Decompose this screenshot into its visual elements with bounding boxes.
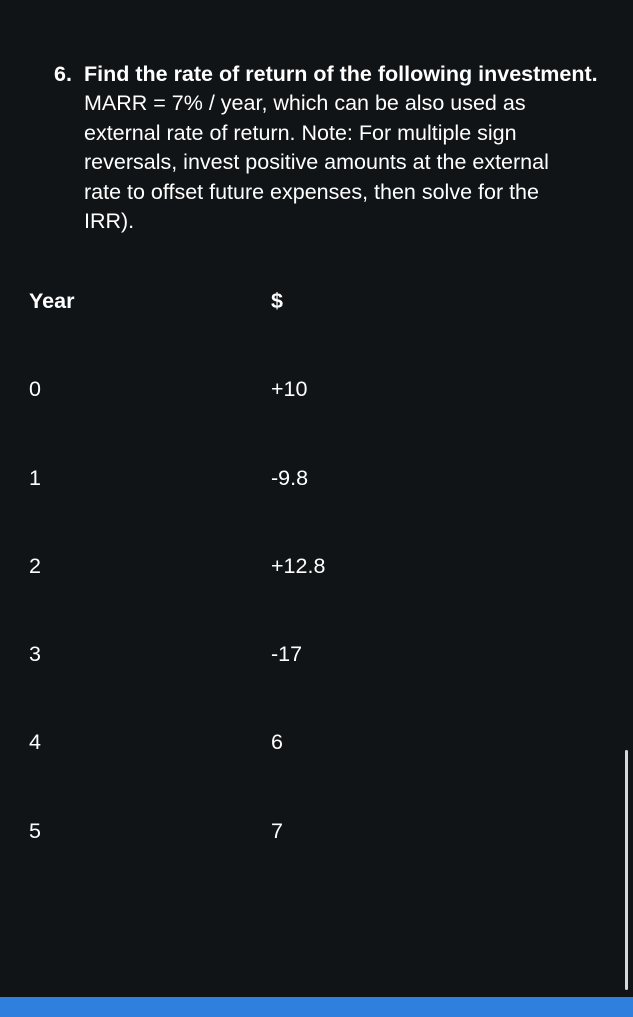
amount-cell: 7 (271, 818, 283, 843)
table-row: 0 +10 (29, 377, 609, 465)
question-line: reversals, invest positive amounts at th… (84, 150, 549, 175)
header-year: Year (29, 289, 75, 313)
question-line: MARR = 7% / year, which can be also used… (84, 91, 526, 116)
header-amount: $ (271, 289, 283, 313)
question-line: external rate of return. Note: For multi… (84, 120, 517, 145)
scrollbar[interactable] (625, 750, 628, 990)
amount-cell: +12.8 (271, 553, 326, 578)
question-number: 6. (54, 62, 72, 86)
question: 6. Find the rate of return of the follow… (54, 60, 614, 236)
year-cell: 4 (29, 730, 41, 755)
year-cell: 5 (29, 818, 41, 843)
amount-cell: 6 (271, 730, 283, 755)
year-cell: 3 (29, 642, 41, 667)
year-cell: 0 (29, 377, 41, 402)
question-line: IRR). (84, 209, 135, 234)
table-row: 3 -17 (29, 642, 609, 730)
bottom-bar (0, 997, 633, 1017)
amount-cell: -17 (271, 642, 303, 667)
amount-cell: +10 (271, 377, 308, 402)
table-row: 1 -9.8 (29, 466, 609, 554)
table-row: 5 7 (29, 819, 609, 907)
year-cell: 1 (29, 465, 41, 490)
question-line: Find the rate of return of the following… (84, 62, 598, 86)
amount-cell: -9.8 (271, 465, 309, 490)
table-header: Year $ (29, 289, 609, 377)
question-line: rate to offset future expenses, then sol… (84, 179, 539, 204)
table-row: 2 +12.8 (29, 554, 609, 642)
table-row: 4 6 (29, 730, 609, 818)
year-cell: 2 (29, 553, 41, 578)
cash-flow-table: Year $ 0 +10 1 -9.8 2 +12.8 3 -17 4 6 5 … (29, 289, 609, 907)
